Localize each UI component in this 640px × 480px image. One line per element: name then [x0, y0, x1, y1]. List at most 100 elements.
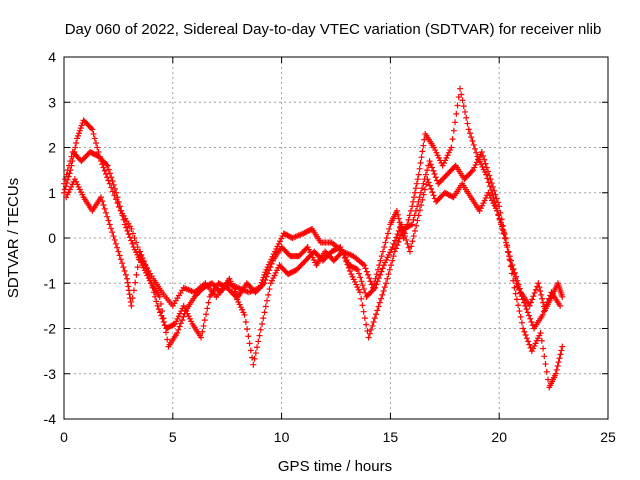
data-point — [413, 180, 420, 187]
data-point — [261, 309, 268, 316]
data-point — [126, 234, 133, 241]
data-point — [524, 309, 531, 316]
data-point — [494, 207, 501, 214]
data-point — [159, 315, 166, 322]
data-point — [179, 317, 186, 324]
data-point — [407, 222, 414, 229]
data-point — [100, 164, 107, 171]
data-point — [518, 293, 525, 300]
data-point — [471, 145, 478, 152]
data-point — [478, 149, 485, 156]
data-point — [487, 176, 494, 183]
data-point — [556, 355, 563, 362]
data-point — [414, 203, 421, 210]
data-point — [510, 277, 517, 284]
data-point — [554, 362, 561, 369]
data-point — [115, 248, 122, 255]
data-point — [522, 302, 529, 309]
data-point — [380, 288, 387, 295]
data-point — [513, 280, 520, 287]
data-point — [130, 287, 137, 294]
data-point — [116, 203, 123, 210]
y-tick-label: -4 — [44, 411, 57, 427]
data-point — [368, 326, 375, 333]
data-point — [373, 311, 380, 318]
data-point — [114, 200, 121, 207]
data-point — [412, 207, 419, 214]
data-point — [465, 126, 472, 133]
data-point — [112, 240, 119, 247]
data-point — [425, 179, 432, 186]
data-point — [552, 370, 559, 377]
data-point — [410, 198, 417, 205]
data-point — [89, 126, 96, 133]
data-point — [523, 306, 530, 313]
data-point — [489, 191, 496, 198]
data-point — [538, 337, 545, 344]
data-point — [395, 227, 402, 234]
data-point — [501, 231, 508, 238]
data-point — [377, 257, 384, 264]
data-point — [261, 280, 268, 287]
data-point — [105, 217, 112, 224]
data-point — [123, 224, 130, 231]
x-tick-label: 15 — [383, 429, 399, 445]
data-point — [542, 361, 549, 368]
x-tick-label: 0 — [60, 429, 68, 445]
data-point — [414, 176, 421, 183]
data-point — [366, 275, 373, 282]
data-point — [105, 166, 112, 173]
data-point — [389, 244, 396, 251]
data-point — [91, 135, 98, 142]
data-point — [527, 299, 534, 306]
data-point — [391, 248, 398, 255]
data-point — [543, 368, 550, 375]
data-point — [522, 331, 529, 338]
y-tick-label: -3 — [44, 366, 57, 382]
data-point — [128, 225, 135, 232]
data-point — [419, 148, 426, 155]
data-point — [104, 162, 111, 169]
data-point — [558, 347, 565, 354]
data-point — [424, 167, 431, 174]
data-point — [383, 235, 390, 241]
data-point — [97, 194, 104, 201]
data-point — [452, 119, 459, 126]
data-point — [545, 295, 552, 302]
data-points — [61, 85, 566, 391]
data-point — [470, 141, 477, 148]
data-point — [508, 262, 515, 269]
chart-title: Day 060 of 2022, Sidereal Day-to-day VTE… — [65, 21, 602, 38]
data-point — [392, 237, 399, 244]
data-point — [204, 305, 211, 312]
data-point — [432, 174, 439, 181]
data-point — [374, 266, 381, 273]
data-point — [505, 249, 512, 256]
data-point — [394, 231, 401, 238]
data-point — [421, 186, 428, 193]
data-point — [450, 127, 457, 134]
y-tick-label: 2 — [48, 140, 56, 156]
data-point — [104, 213, 111, 220]
data-point — [103, 161, 110, 168]
data-point — [378, 268, 385, 275]
data-point — [116, 203, 123, 210]
data-point — [530, 293, 537, 300]
data-point — [468, 168, 475, 175]
data-point — [373, 281, 380, 288]
data-point — [404, 240, 411, 247]
data-point — [346, 267, 353, 274]
data-point — [495, 211, 502, 218]
data-point — [497, 219, 504, 226]
data-point — [259, 281, 266, 288]
data-point — [265, 291, 272, 298]
data-point — [397, 232, 404, 239]
data-point — [458, 91, 465, 98]
data-point — [413, 222, 420, 229]
data-point — [402, 233, 409, 240]
data-point — [372, 284, 379, 291]
data-point — [489, 183, 496, 190]
data-point — [353, 266, 360, 273]
data-point — [420, 180, 427, 187]
data-point — [102, 209, 109, 216]
